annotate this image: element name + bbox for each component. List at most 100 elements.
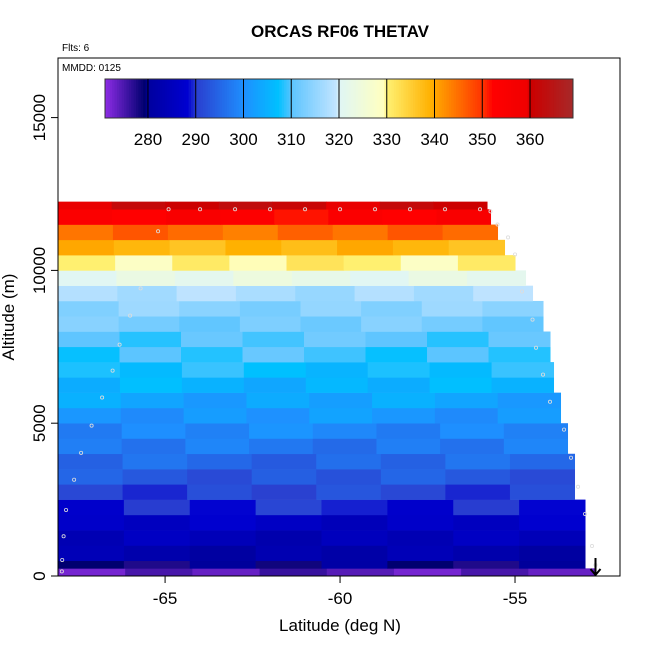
colorbar-swatch xyxy=(472,79,476,118)
heatmap-cell xyxy=(457,255,516,271)
heatmap-cell xyxy=(277,224,334,241)
heatmap-cell xyxy=(181,331,244,348)
heatmap-cell xyxy=(119,377,183,393)
colorbar-swatch xyxy=(121,79,125,118)
heatmap-cell xyxy=(58,438,123,455)
heatmap-cell xyxy=(367,362,431,378)
heatmap-cell xyxy=(408,270,468,286)
colorbar-swatch xyxy=(262,79,266,118)
track-point xyxy=(534,345,539,350)
heatmap-cell xyxy=(528,568,597,577)
heatmap-cell xyxy=(380,469,446,485)
colorbar-swatch xyxy=(188,79,192,118)
colorbar-swatch xyxy=(537,79,541,118)
heatmap-cell xyxy=(361,316,423,332)
heatmap-cell xyxy=(509,453,576,470)
track-point xyxy=(64,507,69,512)
heatmap-cell xyxy=(115,255,173,271)
track-point xyxy=(569,455,574,460)
heatmap-cell xyxy=(239,300,302,317)
heatmap-cell xyxy=(58,453,124,470)
colorbar-swatch xyxy=(429,79,433,118)
track-point xyxy=(110,368,115,373)
heatmap-cell xyxy=(185,438,250,455)
colorbar-swatch xyxy=(276,79,280,118)
colorbar-swatch xyxy=(381,79,385,118)
y-axis: 0 5000 10000 15000 xyxy=(30,94,58,581)
colorbar-swatch xyxy=(522,79,526,118)
heatmap-cell xyxy=(274,209,329,225)
heatmap-cell xyxy=(181,362,245,378)
heatmap-cell xyxy=(119,346,182,363)
track-point xyxy=(79,450,84,455)
heatmap-cell xyxy=(242,346,305,363)
track-point xyxy=(233,207,238,212)
heatmap-cell xyxy=(491,377,555,393)
heatmap-cell xyxy=(58,530,125,546)
colorbar-swatch xyxy=(305,79,309,118)
colorbar-swatch xyxy=(210,79,213,118)
heatmap-cell xyxy=(249,438,314,455)
flights-label: Flts: 6 xyxy=(62,43,90,54)
colorbar-swatch xyxy=(322,79,326,118)
heatmap-cell xyxy=(380,484,446,500)
heatmap-cell xyxy=(58,316,120,332)
heatmap-cell xyxy=(120,407,185,424)
colorbar-swatch xyxy=(350,79,354,118)
heatmap-cell xyxy=(58,362,121,378)
colorbar-swatch xyxy=(343,79,347,118)
heatmap-cell xyxy=(300,316,362,332)
heatmap-cell xyxy=(497,407,562,424)
heatmap-cell xyxy=(58,270,117,286)
colorbar-swatch xyxy=(510,79,514,118)
heatmap-cell xyxy=(122,484,188,500)
heatmap-cell xyxy=(305,377,369,393)
heatmap-cell xyxy=(123,560,191,569)
heatmap-cell xyxy=(272,201,327,210)
colorbar-swatch xyxy=(479,79,483,118)
colorbar-swatch xyxy=(401,79,404,118)
heatmap-cell xyxy=(187,484,253,500)
heatmap-cell xyxy=(181,346,244,363)
heatmap-cell xyxy=(519,560,586,569)
heatmap-cell xyxy=(249,423,314,439)
heatmap-cell xyxy=(387,514,454,531)
colorbar-swatch xyxy=(241,79,244,118)
heatmap-cell xyxy=(243,377,307,393)
colorbar-swatch xyxy=(477,79,481,118)
colorbar-swatch xyxy=(463,79,467,118)
colorbar-swatch xyxy=(264,79,268,118)
colorbar-swatch xyxy=(434,79,438,118)
heatmap-cell xyxy=(112,209,167,225)
colorbar-swatch xyxy=(422,79,426,118)
colorbar-swatch xyxy=(482,79,486,118)
track-point xyxy=(138,286,143,291)
heatmap-cell xyxy=(376,423,441,439)
heatmap-cell xyxy=(291,270,351,286)
heatmap-cell xyxy=(121,438,186,455)
heatmap-cell xyxy=(58,209,113,225)
heatmap-cell xyxy=(321,545,388,562)
colorbar-swatch xyxy=(396,79,400,118)
heatmap-cell xyxy=(421,300,483,317)
heatmap-cell xyxy=(58,499,125,516)
colorbar-swatch xyxy=(222,79,225,118)
heatmap-cell xyxy=(183,407,247,424)
colorbar-swatch xyxy=(501,79,505,118)
heatmap-cell xyxy=(58,201,113,210)
marker-arrow-head xyxy=(589,568,602,577)
colorbar-tick-label: 300 xyxy=(229,130,257,149)
heatmap-cell xyxy=(519,545,586,562)
heatmap-cell xyxy=(242,331,305,348)
colorbar-swatch xyxy=(312,79,316,118)
heatmap-cell xyxy=(123,514,191,531)
track-point xyxy=(268,207,273,212)
heatmap-cell xyxy=(189,499,257,516)
heatmap-cell xyxy=(429,377,493,393)
heatmap-cell xyxy=(117,285,178,302)
heatmap-cell xyxy=(167,224,224,241)
colorbar-swatch xyxy=(391,79,395,118)
heatmap-cell xyxy=(58,392,122,409)
x-axis-label: Latitude (deg N) xyxy=(279,616,401,635)
colorbar-swatch xyxy=(183,79,187,118)
